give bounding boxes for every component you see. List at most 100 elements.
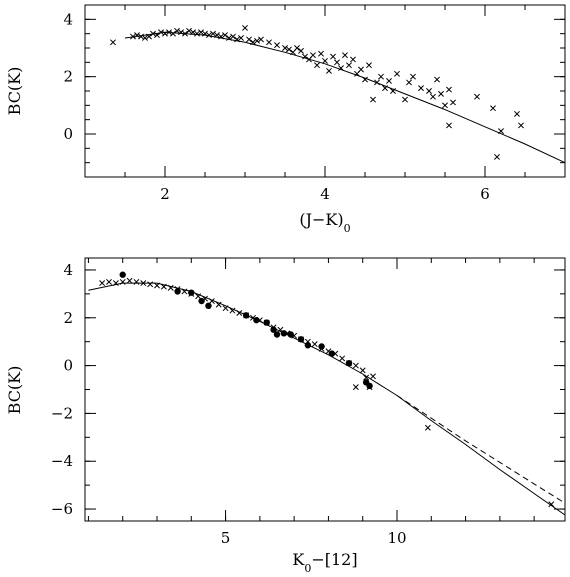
bottom-dot-point — [366, 382, 373, 390]
bottom-y-tick-label: 2 — [63, 309, 73, 327]
bottom-y-tick-label: −4 — [51, 452, 73, 470]
bottom-cross-point — [352, 384, 359, 391]
top-cross-point — [202, 30, 208, 37]
top-cross-point — [370, 96, 376, 103]
bottom-cross-point — [167, 284, 174, 291]
bottom-y-tick-label: −6 — [51, 500, 73, 518]
top-y-tick-label: 4 — [63, 10, 73, 28]
top-cross-point — [206, 32, 212, 39]
top-cross-point — [170, 30, 176, 37]
top-cross-point — [326, 67, 332, 74]
top-cross-point — [382, 85, 388, 92]
top-cross-point — [446, 86, 452, 93]
top-cross-point — [214, 32, 220, 39]
bottom-dot-point — [280, 330, 288, 337]
top-cross-point — [430, 93, 436, 100]
top-cross-point — [234, 36, 240, 43]
top-cross-point — [190, 29, 196, 36]
bottom-dot-point — [273, 331, 281, 338]
bottom-dot-point — [328, 350, 336, 357]
top-x-tick-label: 6 — [480, 185, 490, 203]
bottom-y-axis-label: BC(K) — [5, 366, 24, 415]
top-cross-point — [342, 52, 348, 59]
top-cross-point — [402, 96, 408, 103]
top-cross-point — [110, 39, 116, 46]
top-cross-point — [386, 78, 392, 84]
top-cross-point — [218, 33, 224, 40]
top-cross-point — [178, 29, 184, 36]
bottom-tick-labels: 5 10 −6 −4 −2 0 2 4 — [51, 261, 407, 547]
top-cross-point — [254, 37, 260, 44]
top-cross-point — [162, 30, 168, 37]
top-cross-point — [410, 73, 416, 80]
top-cross-point — [230, 33, 236, 40]
bottom-cross-point — [147, 281, 154, 288]
top-cross-point — [426, 88, 432, 94]
top-y-tick-label: 0 — [63, 125, 73, 143]
top-cross-point — [186, 27, 192, 34]
top-cross-point — [166, 29, 172, 36]
top-cross-point — [194, 30, 200, 37]
top-cross-point — [338, 65, 344, 72]
top-cross-point — [334, 59, 340, 66]
bottom-dot-point — [297, 336, 305, 343]
top-y-tick-label: 2 — [63, 68, 73, 86]
bottom-dot-point — [270, 326, 277, 333]
top-cross-point — [314, 62, 320, 69]
bottom-cross-point — [195, 293, 202, 300]
top-cross-point — [210, 30, 216, 37]
bottom-dot-point — [242, 312, 250, 319]
bottom-cross-point — [160, 283, 167, 290]
top-cross-point — [274, 42, 280, 49]
bottom-cross-point — [229, 307, 236, 314]
bottom-dot-point — [304, 342, 312, 349]
bottom-cross-point — [363, 374, 370, 381]
bottom-cross-point — [133, 278, 140, 285]
top-cross-point — [442, 102, 448, 109]
top-cross-point — [142, 35, 148, 41]
top-cross-point — [494, 153, 500, 160]
top-cross-point — [450, 99, 456, 106]
bottom-data-points — [99, 271, 555, 508]
top-cross-point — [490, 105, 496, 112]
bottom-cross-point — [352, 362, 359, 369]
bottom-cross-point — [99, 280, 106, 287]
top-cross-point — [514, 110, 520, 117]
top-cross-point — [378, 73, 384, 80]
top-cross-point — [150, 30, 156, 37]
top-cross-point — [358, 66, 364, 73]
bottom-y-tick-label: −2 — [51, 404, 73, 422]
top-cross-point — [518, 122, 524, 129]
top-cross-point — [330, 53, 336, 60]
bottom-cross-point — [370, 373, 376, 380]
bottom-cross-point — [215, 301, 222, 308]
top-cross-point — [134, 32, 140, 39]
top-cross-point — [154, 32, 160, 39]
bottom-ticks — [85, 258, 565, 521]
top-cross-point — [238, 35, 244, 41]
bottom-x-tick-label: 5 — [221, 529, 231, 547]
bottom-dot-point — [205, 302, 212, 310]
top-cross-point — [418, 85, 424, 92]
bottom-dot-point — [318, 343, 325, 350]
top-cross-point — [318, 50, 324, 57]
top-cross-point — [366, 62, 372, 69]
top-cross-point — [498, 128, 504, 135]
bottom-cross-point — [126, 277, 133, 284]
bottom-cross-point — [236, 310, 243, 316]
top-cross-point — [302, 53, 308, 60]
top-cross-point — [346, 62, 352, 69]
top-cross-point — [138, 33, 144, 40]
bottom-dot-point — [345, 360, 353, 367]
top-tick-labels: 2 4 6 0 2 4 — [63, 10, 489, 203]
top-cross-point — [182, 30, 188, 37]
bottom-dot-point — [287, 331, 294, 338]
top-cross-point — [438, 90, 444, 97]
bottom-cross-point — [424, 424, 431, 431]
bottom-x-tick-label: 10 — [387, 529, 406, 547]
bottom-dot-point — [198, 297, 205, 305]
bottom-cross-point — [359, 367, 366, 374]
bottom-cross-point — [112, 280, 119, 287]
bottom-dot-point — [119, 271, 126, 278]
